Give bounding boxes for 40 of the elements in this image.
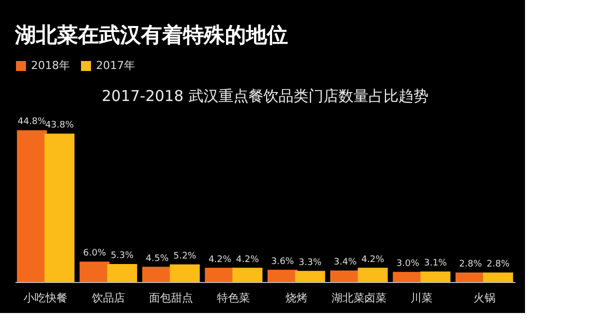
- bar: [358, 268, 388, 282]
- chart-subtitle: 2017-2018 武汉重点餐饮品类门店数量占比趋势: [102, 87, 428, 105]
- data-label: 3.4%: [334, 257, 358, 268]
- data-label: 4.2%: [208, 254, 232, 265]
- data-label: 4.5%: [146, 254, 170, 264]
- data-label: 5.2%: [173, 251, 197, 262]
- data-label: 4.2%: [361, 254, 385, 265]
- bar: [268, 270, 298, 282]
- x-tick-label: 川菜: [410, 292, 433, 304]
- data-label: 4.2%: [236, 254, 260, 265]
- data-label: 5.3%: [110, 251, 134, 262]
- bar: [483, 272, 514, 282]
- bar: [44, 134, 74, 282]
- bar: [16, 130, 47, 282]
- data-label: 2.8%: [459, 260, 482, 270]
- x-tick-label: 面包甜点: [149, 292, 194, 304]
- x-tick-label: 特色菜: [217, 292, 250, 304]
- bar: [80, 262, 110, 282]
- data-label: 3.6%: [271, 256, 294, 267]
- data-label: 6.0%: [83, 248, 106, 259]
- x-tick-label: 火锅: [473, 292, 496, 304]
- data-label: 3.0%: [396, 258, 420, 269]
- bar: [420, 271, 450, 282]
- x-tick-label: 小吃快餐: [24, 292, 68, 304]
- x-tick-label: 饮品店: [90, 292, 125, 304]
- x-tick-label: 烧烤: [285, 292, 308, 304]
- bar: [170, 264, 200, 282]
- data-label: 3.1%: [424, 258, 448, 268]
- legend-label: 2017年: [96, 59, 135, 72]
- bar: [295, 270, 326, 282]
- bar: [204, 268, 235, 282]
- legend-label: 2018年: [31, 59, 70, 72]
- data-label: 44.8%: [18, 117, 47, 128]
- data-label: 43.8%: [45, 120, 74, 131]
- x-tick-label: 湖北菜卤菜: [331, 292, 386, 304]
- bar: [107, 264, 138, 282]
- chart-title: 湖北菜在武汉有着特殊的地位: [14, 23, 288, 47]
- data-label: 3.3%: [298, 258, 322, 268]
- data-label: 2.8%: [486, 260, 510, 270]
- bar: [232, 268, 262, 282]
